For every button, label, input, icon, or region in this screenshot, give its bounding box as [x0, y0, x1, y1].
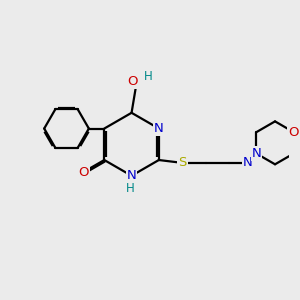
Text: O: O [288, 126, 299, 139]
Text: N: N [154, 122, 164, 135]
Text: N: N [127, 169, 136, 182]
Text: N: N [243, 156, 253, 170]
Text: S: S [178, 156, 187, 170]
Text: O: O [128, 75, 138, 88]
Text: N: N [252, 147, 261, 160]
Text: O: O [78, 166, 88, 179]
Text: H: H [143, 70, 152, 83]
Text: H: H [126, 182, 134, 195]
